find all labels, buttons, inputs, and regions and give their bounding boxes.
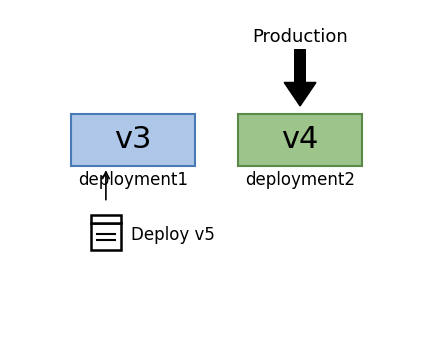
Bar <box>294 48 306 82</box>
Text: deployment1: deployment1 <box>78 171 187 189</box>
Text: v4: v4 <box>281 125 319 154</box>
Text: v3: v3 <box>114 125 152 154</box>
Bar <box>71 114 194 166</box>
Text: Deploy v5: Deploy v5 <box>131 226 215 244</box>
Text: deployment2: deployment2 <box>245 171 355 189</box>
Text: Production: Production <box>252 28 348 46</box>
Bar <box>91 215 121 223</box>
Bar <box>238 114 362 166</box>
Polygon shape <box>284 82 316 106</box>
Bar <box>91 223 121 250</box>
